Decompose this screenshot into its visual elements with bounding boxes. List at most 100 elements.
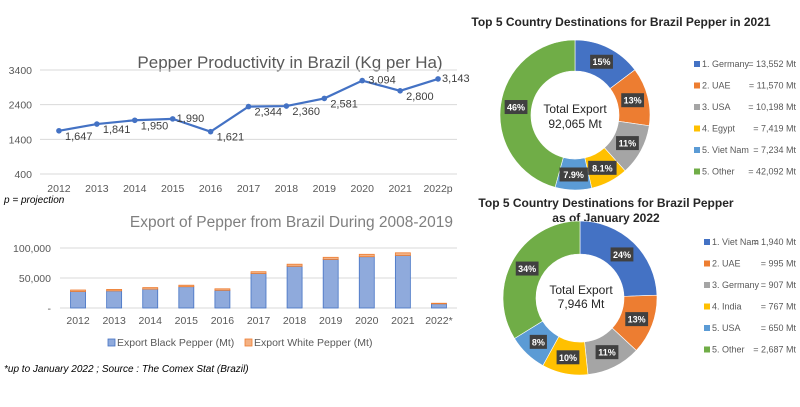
legend-value-label: = 7,234 Mt (753, 145, 796, 155)
legend-swatch (704, 346, 710, 353)
export-bar-chart: Export of Pepper from Brazil During 2008… (4, 214, 457, 375)
legend-country-label: 5. Other (712, 345, 745, 355)
bar-white-pepper (286, 263, 303, 267)
bar-black-pepper (70, 291, 86, 309)
donut-percent-box (588, 160, 617, 175)
line-xtick-label: 2014 (123, 183, 147, 195)
donut-percent-box (556, 350, 580, 365)
donut-percent-label: 13% (628, 315, 646, 325)
donut-percent-box (610, 247, 634, 262)
line-data-label: 2,344 (255, 107, 283, 119)
line-data-point (207, 128, 214, 135)
donut-percent-label: 10% (559, 353, 577, 363)
donut-percent-box (515, 261, 539, 276)
donut-2021-center-label: Total Export (543, 102, 607, 116)
line-data-point (321, 95, 328, 102)
line-xtick-label: 2018 (275, 183, 299, 195)
line-data-label: 2,800 (406, 91, 434, 103)
line-data-point (56, 127, 62, 134)
line-xtick-label: 2017 (237, 183, 261, 195)
line-data-point (397, 88, 403, 94)
bar-white-pepper (142, 287, 159, 290)
line-xtick-label: 2012 (47, 183, 71, 195)
legend-swatch (694, 82, 700, 89)
bar-xtick-label: 2013 (102, 315, 126, 327)
legend-country-label: 1. Germany (702, 59, 750, 69)
legend-value-label: = 42,092 Mt (748, 167, 796, 177)
legend-country-label: 3. USA (702, 102, 731, 112)
legend-label-white-pepper: Export White Pepper (Mt) (254, 337, 372, 349)
donut-2021-title: Top 5 Country Destinations for Brazil Pe… (471, 15, 770, 29)
line-data-label: 2,581 (330, 98, 358, 110)
line-data-label: 3,143 (442, 73, 470, 85)
line-data-label: 1,990 (177, 113, 205, 125)
bar-ytick-label: 50,000 (19, 273, 51, 285)
bar-xtick-label: 2012 (66, 315, 90, 327)
bar-xtick-label: 2022* (425, 315, 452, 327)
line-xtick-label: 2020 (351, 183, 375, 195)
legend-swatch (694, 61, 700, 67)
line-xtick-label: 2013 (85, 183, 109, 195)
legend-value-label: = 7,419 Mt (753, 124, 796, 134)
donut-percent-box (621, 93, 645, 108)
donut-percent-box (595, 345, 619, 360)
line-xtick-label: 2015 (161, 183, 185, 195)
line-ytick-label: 3400 (9, 65, 33, 77)
legend-value-label: = 1,940 Mt (753, 237, 796, 247)
bar-black-pepper (286, 265, 303, 309)
line-data-point (131, 117, 138, 124)
donut-percent-label: 46% (507, 103, 525, 113)
legend-swatch (694, 104, 700, 110)
donut-percent-label: 8.1% (592, 163, 613, 173)
bar-black-pepper (142, 288, 159, 309)
bar-white-pepper (394, 252, 411, 256)
donut-percent-label: 24% (613, 250, 631, 260)
line-data-point (245, 103, 252, 110)
donut-percent-box (590, 54, 613, 69)
legend-swatch (704, 260, 710, 267)
donut-percent-label: 7.9% (563, 170, 584, 180)
line-data-label: 1,621 (217, 132, 245, 144)
legend-value-label: = 767 Mt (761, 302, 797, 312)
line-data-label: 1,647 (65, 131, 93, 143)
productivity-line-chart: Pepper Productivity in Brazil (Kg per Ha… (3, 53, 470, 206)
donut-percent-label: 15% (593, 57, 611, 67)
legend-country-label: 5. Other (702, 167, 735, 177)
line-chart-title: Pepper Productivity in Brazil (Kg per Ha… (137, 53, 442, 72)
bar-black-pepper (322, 258, 339, 309)
legend-country-label: 2. UAE (702, 81, 731, 91)
line-xtick-label: 2019 (313, 183, 337, 195)
destinations-2022-donut: Top 5 Country Destinations for Brazil Pe… (478, 196, 797, 376)
line-ytick-label: 2400 (9, 100, 33, 112)
projection-note: p = projection (3, 195, 65, 206)
bar-black-pepper (178, 286, 195, 309)
bar-xtick-label: 2019 (319, 315, 343, 327)
legend-value-label: = 10,198 Mt (748, 102, 796, 112)
line-xtick-label: 2022p (423, 183, 452, 195)
bar-white-pepper (358, 253, 375, 258)
legend-value-label: = 907 Mt (761, 280, 797, 290)
donut-percent-label: 13% (624, 96, 642, 106)
bar-xtick-label: 2020 (355, 315, 379, 327)
line-xtick-label: 2021 (388, 183, 412, 195)
donut-percent-box (559, 167, 588, 182)
line-ytick-label: 1400 (9, 134, 33, 146)
bar-white-pepper (70, 289, 86, 292)
donut-percent-label: 11% (598, 348, 616, 358)
legend-value-label: = 2,687 Mt (753, 345, 796, 355)
bar-white-pepper (178, 284, 195, 288)
bar-xtick-label: 2017 (247, 315, 271, 327)
donut-percent-label: 11% (619, 139, 637, 149)
legend-swatch (704, 282, 710, 288)
line-data-label: 2,360 (292, 106, 320, 118)
donut-slice (502, 220, 581, 339)
legend-country-label: 5. Viet Nam (702, 145, 749, 155)
bar-xtick-label: 2016 (211, 315, 235, 327)
bar-black-pepper (358, 256, 375, 309)
legend-swatch (694, 147, 700, 153)
source-note: *up to January 2022 ; Source : The Comex… (4, 364, 249, 375)
line-data-point (283, 103, 290, 109)
donut-2021-center-value: 92,065 Mt (548, 117, 602, 131)
line-data-label: 3,094 (368, 75, 396, 87)
legend-swatch (704, 325, 710, 331)
